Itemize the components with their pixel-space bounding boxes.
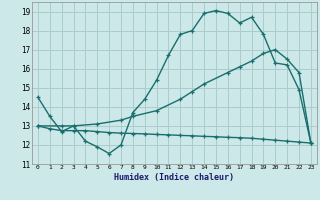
X-axis label: Humidex (Indice chaleur): Humidex (Indice chaleur) <box>115 173 234 182</box>
